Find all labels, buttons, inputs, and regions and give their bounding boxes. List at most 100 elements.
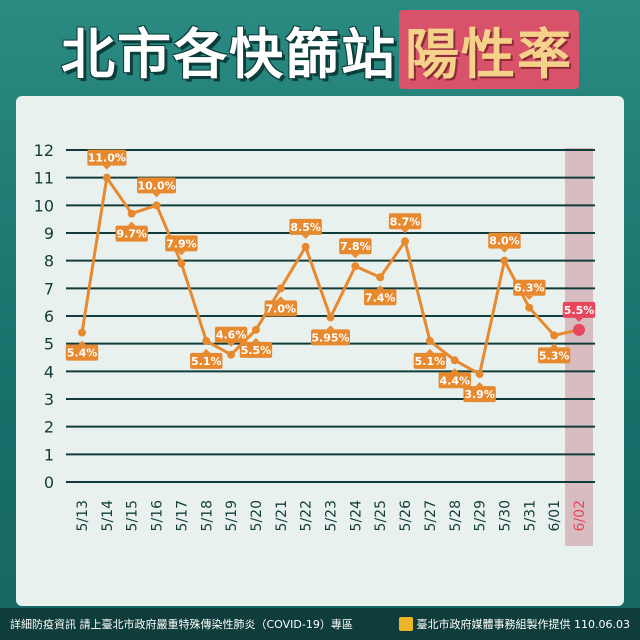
- page-title: 北市各快篩站 陽性率: [0, 9, 640, 89]
- data-label: 5.4%: [67, 347, 98, 360]
- data-label-pointer: [525, 295, 534, 300]
- data-label-box: [537, 347, 571, 364]
- data-label: 6.3%: [514, 282, 545, 295]
- x-tick-label: 5/16: [150, 500, 166, 532]
- data-point: [251, 325, 260, 334]
- y-tick-label: 9: [44, 224, 54, 243]
- data-label-pointer: [78, 340, 86, 345]
- data-point: [475, 370, 484, 379]
- data-label-pointer: [475, 382, 484, 387]
- data-point: [550, 331, 559, 340]
- x-tick-label: 5/24: [348, 500, 364, 532]
- data-label-pointer: [301, 234, 310, 239]
- data-label-box: [364, 289, 397, 306]
- data-label: 5.5%: [241, 344, 272, 357]
- y-tick-label: 3: [44, 390, 54, 409]
- x-tick-label: 5/20: [249, 500, 265, 531]
- data-label-box: [239, 341, 273, 358]
- x-tick-label: 5/31: [522, 500, 538, 531]
- y-tick-label: 12: [34, 141, 54, 160]
- data-point: [227, 350, 236, 359]
- data-point: [376, 273, 385, 282]
- data-label-pointer: [152, 193, 161, 198]
- data-label: 7.8%: [340, 240, 371, 253]
- data-label-box: [289, 218, 322, 235]
- x-tick-label: 5/19: [224, 500, 240, 531]
- data-label: 9.7%: [116, 228, 147, 241]
- data-label-pointer: [251, 337, 260, 342]
- taipei-logo-icon: [398, 617, 413, 631]
- data-label: 11.0%: [88, 152, 126, 165]
- data-label-pointer: [102, 165, 111, 170]
- data-label: 5.3%: [539, 349, 570, 362]
- data-label-box: [190, 352, 223, 369]
- data-label-pointer: [351, 254, 360, 259]
- data-point: [127, 209, 136, 218]
- y-tick-label: 1: [44, 445, 54, 464]
- x-tick-label: 5/29: [473, 500, 489, 531]
- data-point: [425, 336, 434, 345]
- x-tick-label: 5/21: [274, 500, 290, 531]
- data-point: [525, 303, 534, 312]
- data-point: [102, 173, 111, 182]
- data-label: 3.9%: [464, 388, 495, 401]
- data-label-pointer: [326, 325, 335, 330]
- data-label: 5.1%: [191, 355, 222, 368]
- data-label-box: [513, 279, 546, 296]
- data-label: 8.7%: [390, 215, 421, 228]
- data-label-box: [388, 213, 422, 230]
- y-tick-label: 11: [34, 169, 54, 188]
- title-highlight: 陽性率: [399, 9, 579, 89]
- data-label: 4.4%: [439, 374, 470, 387]
- data-label-pointer: [202, 348, 211, 353]
- title-main: 北市各快篩站: [61, 22, 397, 86]
- data-point: [78, 328, 86, 337]
- data-label-box: [264, 300, 297, 317]
- x-tick-label: 6/02: [572, 500, 588, 531]
- y-tick-label: 6: [44, 307, 54, 326]
- x-tick-label: 5/13: [75, 500, 91, 531]
- data-label-box: [413, 352, 447, 369]
- data-label-box: [339, 238, 372, 255]
- x-tick-label: 5/15: [125, 500, 141, 531]
- x-tick-label: 5/18: [199, 500, 215, 531]
- data-label-pointer: [177, 251, 186, 256]
- data-label: 10.0%: [137, 179, 175, 192]
- data-point: [450, 356, 459, 365]
- x-tick-label: 5/27: [423, 500, 439, 531]
- data-label-pointer: [500, 248, 509, 253]
- x-tick-label: 5/14: [100, 500, 116, 532]
- data-label-box: [562, 301, 596, 318]
- data-label-pointer: [401, 229, 410, 234]
- data-point: [326, 313, 335, 322]
- data-label: 5.5%: [564, 304, 595, 317]
- footer: 詳細防疫資訊 請上臺北市政府嚴重特殊傳染性肺炎（COVID-19）專區 臺北市政…: [0, 608, 640, 640]
- data-label-pointer: [550, 343, 559, 348]
- data-label-box: [87, 149, 127, 166]
- x-tick-label: 5/22: [299, 500, 315, 531]
- data-label-pointer: [450, 368, 459, 373]
- data-label-box: [438, 372, 471, 389]
- y-tick-label: 7: [44, 279, 54, 298]
- data-label: 4.6%: [216, 329, 247, 342]
- data-label-box: [311, 329, 350, 346]
- data-label: 5.95%: [311, 331, 349, 344]
- data-label-box: [115, 225, 148, 242]
- x-tick-label: 5/26: [398, 500, 414, 532]
- data-label-pointer: [276, 296, 285, 301]
- x-tick-label: 5/23: [324, 500, 340, 531]
- data-label-pointer: [127, 221, 136, 226]
- data-label-pointer: [425, 348, 434, 353]
- y-tick-label: 5: [44, 335, 54, 354]
- y-tick-label: 4: [44, 362, 54, 381]
- data-point: [351, 262, 360, 271]
- data-label-box: [488, 232, 521, 249]
- y-tick-label: 0: [44, 473, 54, 492]
- data-label-box: [65, 344, 99, 361]
- chart-panel: [16, 96, 624, 606]
- y-tick-label: 10: [34, 196, 54, 215]
- data-point: [276, 284, 285, 293]
- data-label-pointer: [227, 342, 236, 347]
- highlight-band: [565, 148, 593, 546]
